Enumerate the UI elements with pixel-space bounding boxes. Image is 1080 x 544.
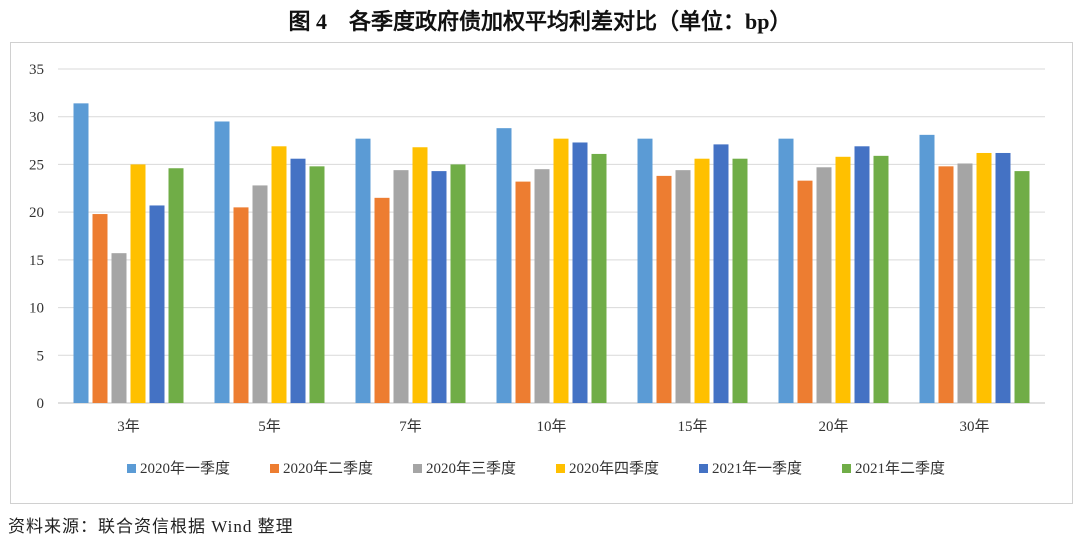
bar [919, 134, 935, 404]
bar [976, 152, 992, 403]
bar [290, 158, 306, 403]
bar [675, 170, 691, 403]
bar [713, 144, 729, 404]
bar [1014, 171, 1030, 403]
y-tick-label: 10 [29, 301, 44, 317]
bar-chart: 0 5 10 15 20 25 30 35 3年 5年 7年 10年 15年 20年 30年 2020年一季度… [29, 62, 1045, 477]
x-tick-label: 30年 [959, 418, 989, 435]
bar [572, 142, 588, 404]
legend-swatch [127, 464, 136, 473]
bar [355, 138, 371, 404]
x-tick-label: 10年 [536, 418, 566, 435]
legend-label: 2020年三季度 [426, 460, 516, 477]
bar [637, 138, 653, 404]
bar [995, 152, 1011, 403]
bar [656, 175, 672, 403]
chart-title: 图 4 各季度政府债加权平均利差对比（单位：bp） [288, 9, 792, 34]
bar [168, 168, 184, 403]
bar [214, 121, 230, 403]
bar [450, 164, 466, 403]
bar [130, 164, 146, 403]
bar [938, 166, 954, 403]
legend-label: 2021年一季度 [712, 460, 802, 477]
bar [111, 253, 127, 403]
legend-label: 2020年一季度 [140, 460, 230, 477]
y-tick-label: 15 [29, 253, 44, 269]
bar [496, 128, 512, 403]
bar [233, 207, 249, 403]
legend-label: 2020年二季度 [283, 460, 373, 477]
y-tick-label: 20 [29, 205, 44, 221]
bar [854, 146, 870, 403]
y-tick-label: 30 [29, 110, 44, 126]
bar [309, 166, 325, 403]
legend-swatch [699, 464, 708, 473]
bar [816, 167, 832, 403]
bar [957, 163, 973, 403]
y-tick-label: 25 [29, 157, 44, 173]
bar [553, 138, 569, 404]
bar [271, 146, 287, 403]
bar [835, 156, 851, 403]
y-tick-label: 5 [37, 348, 45, 364]
legend-swatch [413, 464, 422, 473]
x-tick-label: 3年 [117, 418, 140, 435]
bar [732, 158, 748, 403]
x-tick-label: 7年 [399, 418, 422, 435]
bar [591, 153, 607, 403]
bar [73, 103, 89, 404]
y-tick-label: 35 [29, 62, 44, 78]
x-tick-label: 20年 [818, 418, 848, 435]
bar [797, 180, 813, 403]
bar [412, 147, 428, 403]
bar [534, 169, 550, 403]
x-tick-label: 15年 [677, 418, 707, 435]
legend-swatch [556, 464, 565, 473]
bar [149, 205, 165, 403]
legend-swatch [270, 464, 279, 473]
bar [252, 185, 268, 403]
bar [515, 181, 531, 403]
bar [92, 214, 108, 403]
legend-swatch [842, 464, 851, 473]
source-note: 资料来源：联合资信根据 Wind 整理 [8, 517, 294, 536]
x-tick-label: 5年 [258, 418, 281, 435]
bar [393, 170, 409, 403]
legend-label: 2020年四季度 [569, 460, 659, 477]
y-tick-label: 0 [37, 396, 45, 412]
bar [374, 197, 390, 403]
chart-frame [10, 42, 1073, 504]
bar [694, 158, 710, 403]
bar [778, 138, 794, 404]
bar [431, 171, 447, 403]
legend-label: 2021年二季度 [855, 460, 945, 477]
bar [873, 155, 889, 403]
